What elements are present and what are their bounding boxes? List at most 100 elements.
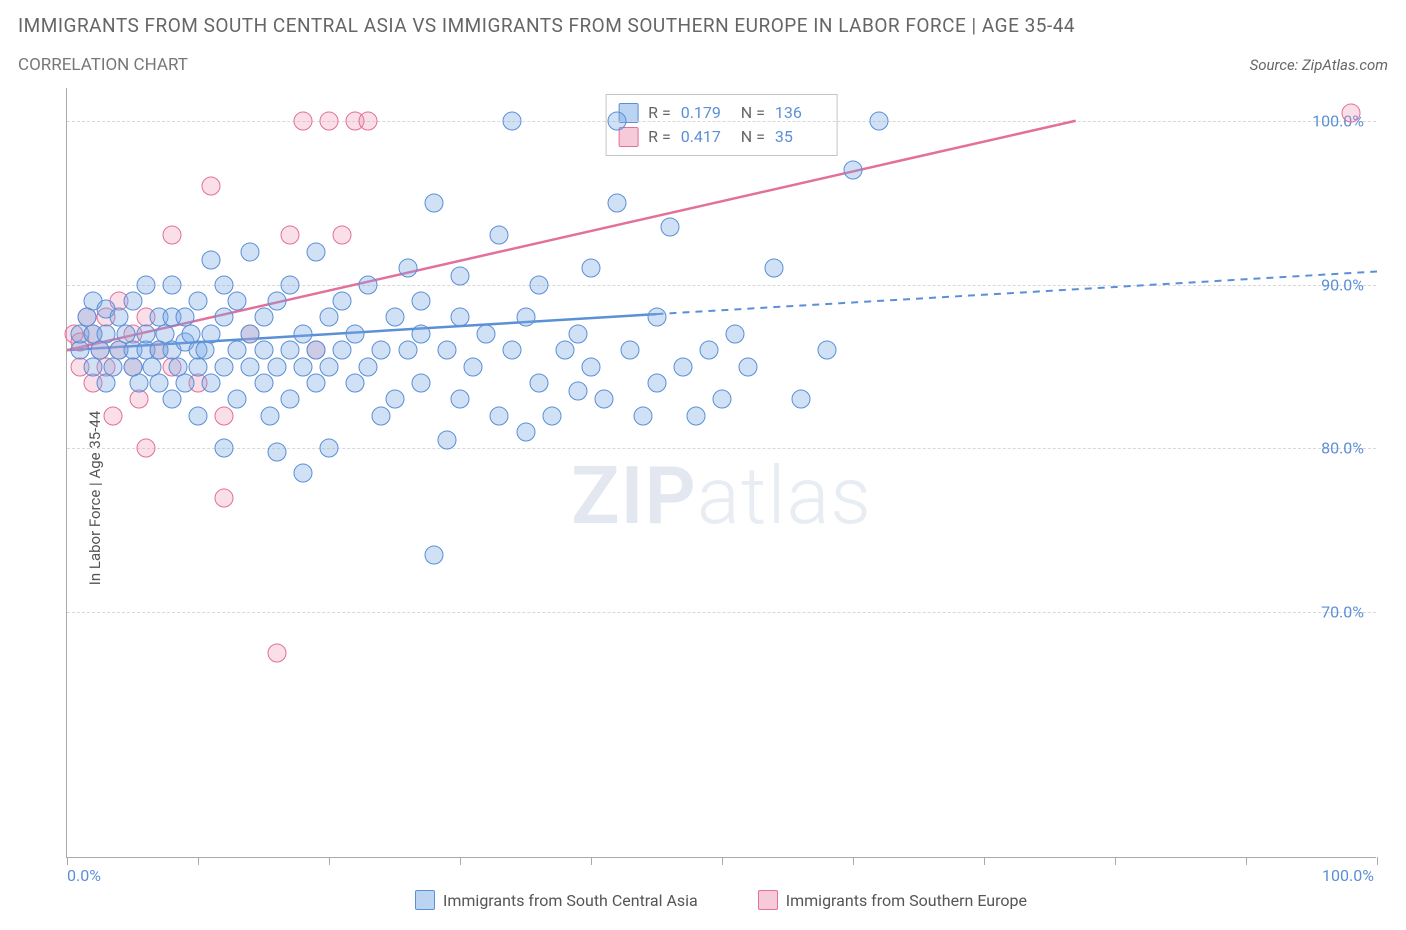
plot-area: ZIPatlas R = 0.179 N = 136 R = 0.417 N =… [66, 88, 1376, 858]
data-point [424, 545, 443, 564]
subtitle-row: CORRELATION CHART Source: ZipAtlas.com [18, 55, 1388, 75]
data-point [333, 226, 352, 245]
data-point [1341, 103, 1360, 122]
data-point [582, 259, 601, 278]
data-point [516, 308, 535, 327]
x-tick [853, 857, 854, 865]
x-tick [1377, 857, 1378, 865]
data-point [320, 357, 339, 376]
data-point [320, 308, 339, 327]
data-point [385, 390, 404, 409]
legend-label: Immigrants from South Central Asia [443, 891, 698, 910]
data-point [621, 341, 640, 360]
source-attribution: Source: ZipAtlas.com [1250, 56, 1388, 74]
data-point [84, 357, 103, 376]
data-point [660, 218, 679, 237]
data-point [424, 193, 443, 212]
data-point [686, 406, 705, 425]
data-point [267, 291, 286, 310]
data-point [241, 357, 260, 376]
data-point [529, 373, 548, 392]
data-point [568, 324, 587, 343]
data-point [608, 193, 627, 212]
legend-item-b: Immigrants from Southern Europe [758, 890, 1027, 910]
data-point [411, 324, 430, 343]
data-point [582, 357, 601, 376]
data-point [241, 324, 260, 343]
data-point [90, 341, 109, 360]
data-point [503, 341, 522, 360]
data-point [333, 341, 352, 360]
data-point [162, 226, 181, 245]
data-point [451, 267, 470, 286]
swatch-icon [758, 890, 778, 910]
gridline [67, 448, 1376, 449]
data-point [202, 324, 221, 343]
data-point [634, 406, 653, 425]
data-point [189, 357, 208, 376]
data-point [280, 275, 299, 294]
data-point [451, 390, 470, 409]
data-point [791, 390, 810, 409]
data-point [103, 357, 122, 376]
data-point [398, 259, 417, 278]
watermark: ZIPatlas [571, 449, 872, 543]
data-point [529, 275, 548, 294]
data-point [398, 341, 417, 360]
data-point [464, 357, 483, 376]
y-tick-label: 80.0% [1321, 439, 1364, 458]
stats-row-b: R = 0.417 N = 35 [618, 125, 825, 149]
data-point [202, 251, 221, 270]
data-point [320, 439, 339, 458]
y-tick-label: 90.0% [1321, 275, 1364, 294]
stats-box: R = 0.179 N = 136 R = 0.417 N = 35 [605, 94, 838, 156]
data-point [516, 423, 535, 442]
x-tick-label: 100.0% [1322, 866, 1374, 885]
x-tick [1115, 857, 1116, 865]
data-point [162, 390, 181, 409]
data-point [346, 324, 365, 343]
data-point [477, 324, 496, 343]
x-tick [460, 857, 461, 865]
data-point [293, 324, 312, 343]
x-tick [198, 857, 199, 865]
data-point [228, 341, 247, 360]
data-point [437, 341, 456, 360]
data-point [359, 111, 378, 130]
x-tick-label: 0.0% [67, 866, 101, 885]
data-point [765, 259, 784, 278]
data-point [817, 341, 836, 360]
data-point [542, 406, 561, 425]
data-point [306, 242, 325, 261]
data-point [385, 308, 404, 327]
y-tick-label: 70.0% [1321, 603, 1364, 622]
x-tick [329, 857, 330, 865]
data-point [359, 357, 378, 376]
data-point [713, 390, 732, 409]
data-point [130, 390, 149, 409]
data-point [359, 275, 378, 294]
data-point [149, 373, 168, 392]
data-point [123, 291, 142, 310]
data-point [647, 373, 666, 392]
data-point [267, 442, 286, 461]
data-point [241, 242, 260, 261]
data-point [568, 382, 587, 401]
data-point [726, 324, 745, 343]
subtitle: CORRELATION CHART [18, 55, 188, 75]
data-point [451, 308, 470, 327]
x-tick [591, 857, 592, 865]
data-point [267, 357, 286, 376]
data-point [320, 111, 339, 130]
data-point [293, 357, 312, 376]
data-point [699, 341, 718, 360]
x-tick [1246, 857, 1247, 865]
data-point [254, 373, 273, 392]
data-point [97, 324, 116, 343]
data-point [130, 373, 149, 392]
data-point [97, 373, 116, 392]
data-point [215, 357, 234, 376]
trend-lines [67, 88, 1377, 858]
data-point [136, 324, 155, 343]
data-point [71, 341, 90, 360]
